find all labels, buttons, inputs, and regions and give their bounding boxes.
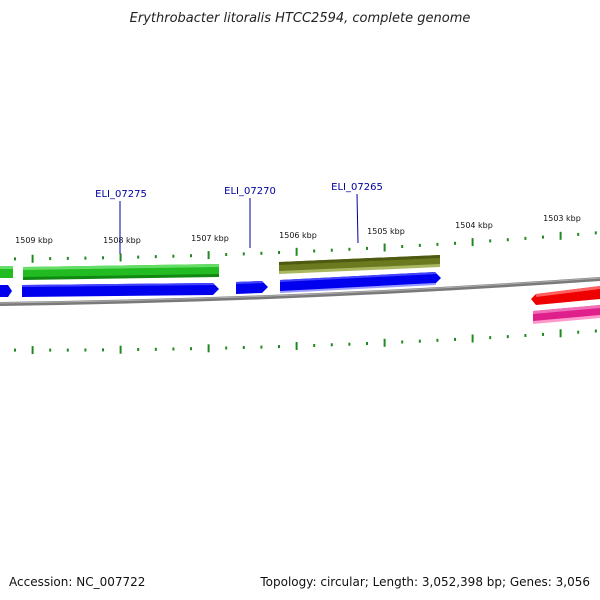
tick-label-1505: 1505 kbp [367,227,405,236]
label-leader-line [356,193,359,244]
svg-text:ELI_07265: ELI_07265 [331,182,383,193]
tick-label-1508: 1508 kbp [103,236,141,245]
lower-tick-row [14,329,597,355]
gene-feature-green-left[interactable] [0,266,13,278]
gene-feature-blue-left[interactable] [0,285,12,297]
gene-label-ELI_07270[interactable]: ELI_07270 [224,186,276,248]
genome-backbone-highlight [0,277,600,304]
tick-label-1506: 1506 kbp [279,231,317,240]
gene-label-ELI_07265[interactable]: ELI_07265 [331,182,383,244]
svg-text:ELI_07270: ELI_07270 [224,186,276,197]
upper-tick-row [14,231,597,263]
gene-feature-ELI_07270[interactable] [236,281,268,294]
tick-label-1503: 1503 kbp [543,214,581,223]
tick-label-1507: 1507 kbp [191,234,229,243]
gene-feature-red[interactable] [531,286,600,305]
tick-label-1509: 1509 kbp [15,236,53,245]
accession-text: Accession: NC_007722 [9,575,145,589]
gene-label-ELI_07275[interactable]: ELI_07275 [95,189,147,254]
gene-feature-blue-long[interactable] [22,283,219,297]
gene-feature-ELI_07275[interactable] [23,264,219,280]
genome-title: Erythrobacter litoralis HTCC2594, comple… [130,11,471,26]
gene-feature-pink[interactable] [533,305,600,324]
svg-text:ELI_07275: ELI_07275 [95,189,147,200]
tick-label-group: 1509 kbp 1508 kbp 1507 kbp 1506 kbp 1505… [15,214,581,245]
tick-label-1504: 1504 kbp [455,221,493,230]
genome-backbone [0,277,600,306]
gene-feature-blue-right[interactable] [280,272,441,293]
topology-text: Topology: circular; Length: 3,052,398 bp… [259,575,590,589]
gene-feature-ELI_07265[interactable] [279,255,440,274]
